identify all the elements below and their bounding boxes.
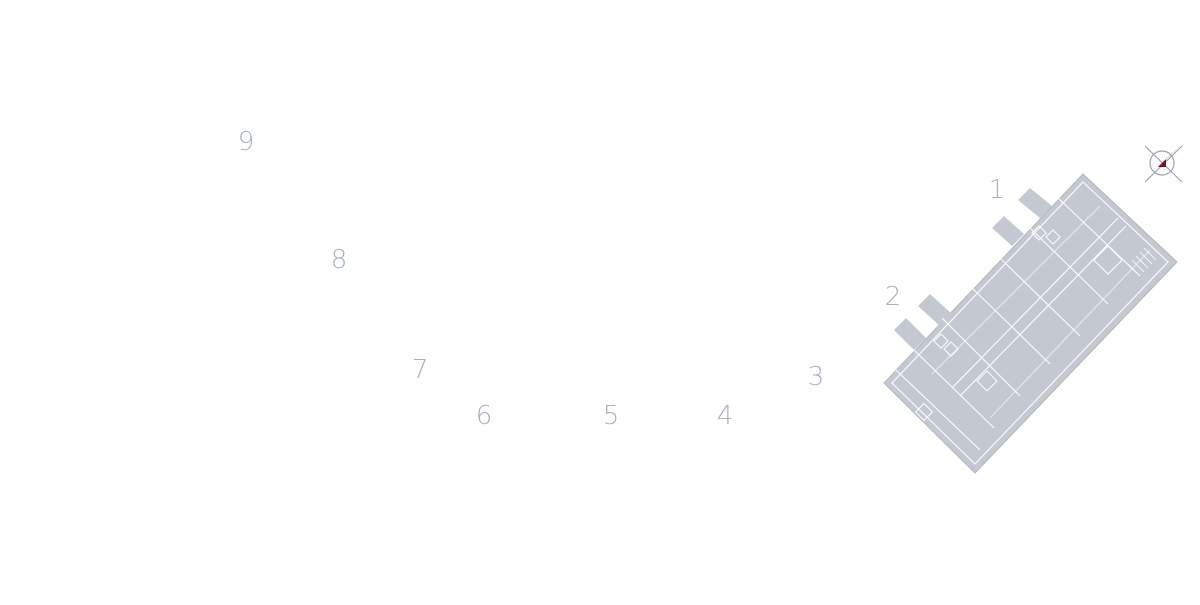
section-label-4[interactable]: 4: [716, 401, 734, 431]
section-label-7[interactable]: 7: [411, 355, 429, 385]
section-label-8[interactable]: 8: [330, 245, 348, 275]
section-label-6[interactable]: 6: [475, 401, 493, 431]
compass-icon: [1144, 144, 1183, 183]
section-label-5[interactable]: 5: [602, 401, 620, 431]
building-wing-upper: [1018, 188, 1052, 218]
building-floor-plan[interactable]: [883, 173, 1178, 474]
section-label-9[interactable]: 9: [237, 127, 255, 157]
section-label-3[interactable]: 3: [807, 362, 825, 392]
section-label-2[interactable]: 2: [884, 282, 902, 312]
building-wing-upper-2: [992, 216, 1024, 246]
plan-core-details: [914, 225, 1123, 422]
plan-interior-lines: [891, 181, 1169, 465]
building-wing-lower-2: [894, 318, 926, 350]
building-wing-lower: [918, 294, 952, 326]
section-label-1[interactable]: 1: [988, 175, 1006, 205]
plan-stairs: [1127, 247, 1157, 277]
